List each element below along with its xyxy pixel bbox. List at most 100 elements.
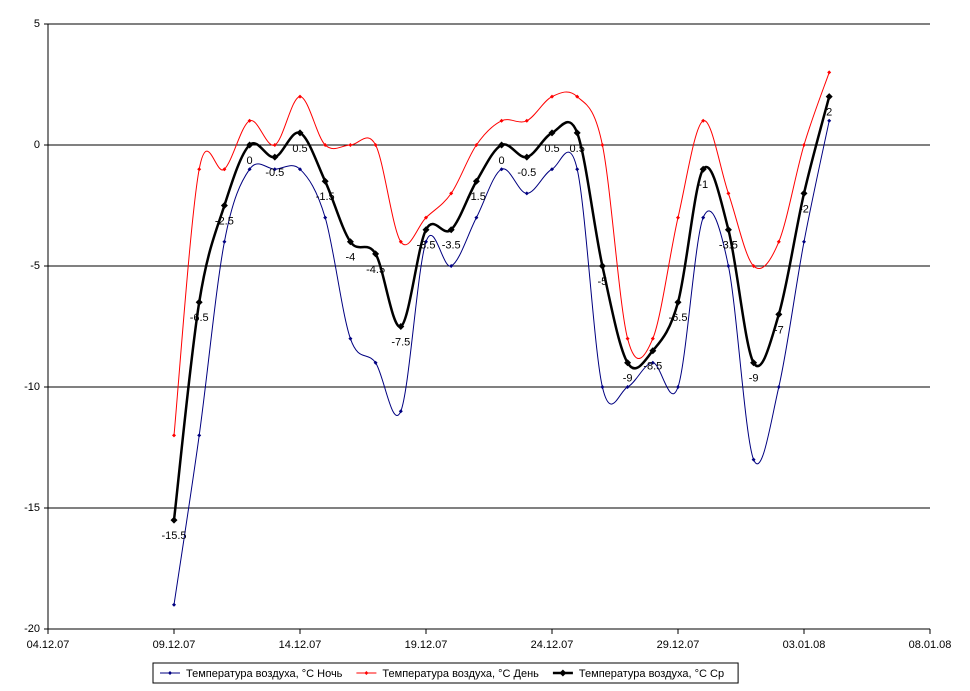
marker: [751, 457, 756, 462]
marker: [447, 226, 455, 234]
data-label: -8.5: [643, 361, 662, 373]
y-tick-label: 0: [34, 139, 40, 151]
marker: [298, 167, 302, 172]
marker: [800, 189, 808, 197]
data-label: -6.5: [190, 312, 209, 324]
data-label: -4.5: [366, 264, 385, 276]
marker: [373, 360, 378, 365]
data-label: 0: [247, 155, 253, 167]
data-label: -15.5: [161, 530, 186, 542]
data-label: -2.5: [215, 215, 234, 227]
marker: [298, 94, 302, 99]
marker: [397, 323, 405, 330]
marker: [624, 359, 632, 367]
data-label: -3.5: [719, 240, 738, 252]
series-line: [173, 120, 830, 605]
marker: [498, 141, 506, 149]
x-tick-label: 04.12.07: [27, 639, 70, 651]
marker: [197, 167, 202, 172]
data-label: -0.5: [517, 167, 536, 179]
marker: [220, 202, 228, 209]
marker: [598, 262, 606, 270]
data-label: -9: [749, 373, 759, 385]
x-tick-label: 08.01.08: [909, 639, 952, 651]
data-label: -1: [698, 179, 708, 191]
marker: [474, 215, 479, 220]
data-label: -6.5: [669, 312, 688, 324]
marker: [172, 602, 176, 607]
marker: [724, 226, 732, 234]
marker: [676, 215, 680, 220]
marker: [398, 409, 403, 414]
data-label: -4: [346, 252, 356, 264]
marker: [575, 94, 580, 99]
x-tick-label: 24.12.07: [531, 639, 574, 651]
legend-marker: [364, 671, 369, 675]
marker: [550, 94, 554, 99]
legend-marker: [559, 669, 567, 677]
marker: [523, 153, 531, 161]
x-tick-label: 03.01.08: [783, 639, 826, 651]
data-label: -9: [623, 373, 633, 385]
y-tick-label: -15: [24, 502, 40, 514]
marker: [272, 143, 277, 147]
marker: [372, 250, 380, 258]
marker: [373, 143, 378, 147]
data-label: -1.5: [467, 191, 486, 203]
marker: [625, 336, 630, 341]
marker: [524, 118, 529, 123]
legend-label: Температура воздуха, °C Ночь: [186, 668, 343, 680]
legend-label: Температура воздуха, °C День: [382, 668, 539, 680]
marker: [699, 165, 707, 173]
x-tick-label: 09.12.07: [153, 639, 196, 651]
marker: [246, 141, 254, 149]
marker: [600, 385, 605, 389]
marker: [575, 167, 580, 172]
marker: [499, 118, 504, 123]
data-label: -5: [598, 276, 608, 288]
data-label: -3.5: [442, 240, 461, 252]
legend-label: Температура воздуха, °C Ср: [579, 668, 724, 680]
y-tick-label: -10: [24, 381, 40, 393]
series-line: [173, 72, 830, 436]
x-tick-label: 19.12.07: [405, 639, 448, 651]
marker: [802, 143, 806, 147]
legend-box: [152, 662, 739, 684]
data-label: 0.5: [544, 143, 559, 155]
legend: Температура воздуха, °C Ночь Температура …: [152, 662, 739, 684]
marker: [323, 143, 328, 147]
data-label: -2: [799, 203, 809, 215]
marker: [247, 118, 252, 123]
marker: [802, 239, 806, 244]
marker: [726, 191, 731, 196]
data-label: 0.5: [292, 143, 307, 155]
marker: [650, 336, 655, 341]
data-label: -0.5: [265, 167, 284, 179]
marker: [449, 264, 454, 268]
marker: [776, 239, 781, 244]
marker: [296, 129, 304, 137]
data-label: -1.5: [316, 191, 335, 203]
x-tick-label: 14.12.07: [279, 639, 322, 651]
marker: [195, 298, 203, 306]
marker: [272, 167, 277, 172]
marker: [649, 347, 657, 355]
x-tick-label: 29.12.07: [657, 639, 700, 651]
data-label: 0: [499, 155, 505, 167]
marker: [172, 433, 176, 438]
marker: [472, 177, 480, 185]
marker: [573, 129, 581, 137]
marker: [499, 167, 504, 172]
marker: [197, 433, 202, 438]
marker: [825, 93, 833, 101]
marker: [600, 143, 605, 147]
data-label: 0.5: [570, 143, 585, 155]
marker: [348, 336, 353, 341]
marker: [751, 264, 756, 268]
marker: [424, 215, 428, 220]
marker: [550, 167, 554, 172]
marker: [524, 191, 529, 196]
marker: [827, 118, 832, 123]
data-label: -7: [774, 324, 784, 336]
